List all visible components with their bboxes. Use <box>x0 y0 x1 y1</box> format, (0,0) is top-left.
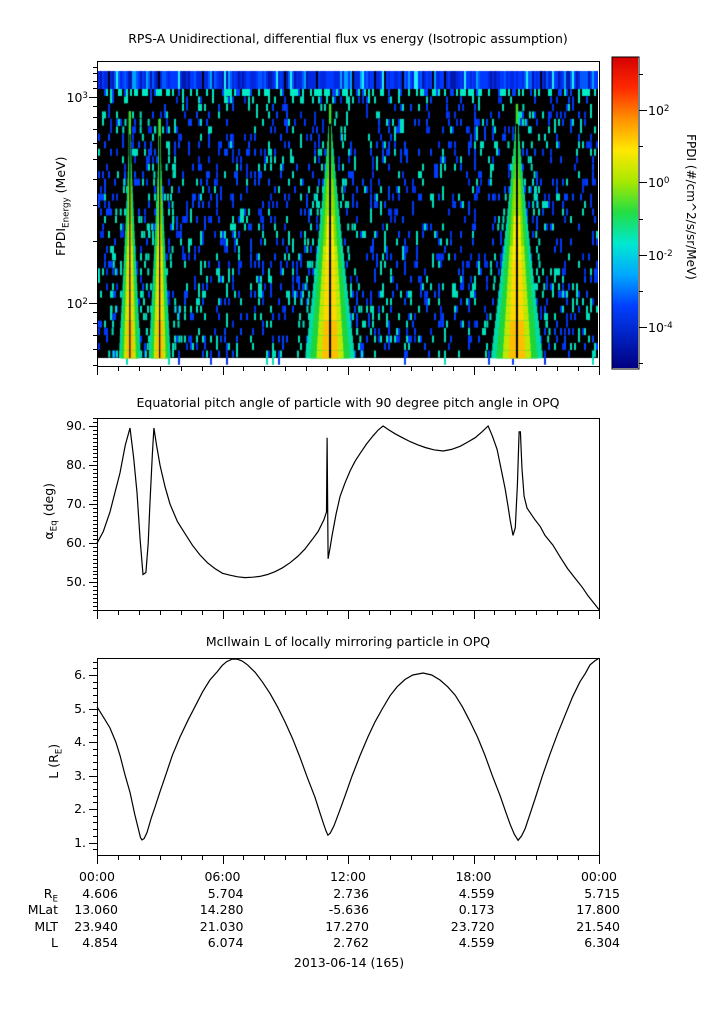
y-tick-label: 60. <box>66 535 86 551</box>
energy-tick-label: 102 <box>66 295 88 311</box>
ephemeris-value: 4.559 <box>458 886 495 901</box>
spectrogram-heatmap <box>98 62 598 365</box>
x-tick-label: 06:00 <box>204 869 241 884</box>
ephemeris-value: 21.030 <box>199 919 244 934</box>
panel-frame <box>97 418 600 611</box>
panel-frame <box>97 658 600 856</box>
ephemeris-value: 17.800 <box>576 902 620 917</box>
colorbar-tick-label: 10-4 <box>648 320 673 336</box>
y-tick-label: 50. <box>66 574 86 590</box>
ephemeris-row-label: RE <box>43 886 58 905</box>
ephemeris-value: 4.559 <box>458 935 495 950</box>
x-tick-label: 00:00 <box>78 869 116 884</box>
colorbar-tick-label: 10-2 <box>648 247 673 263</box>
energy-tick-label: 103 <box>66 89 88 105</box>
colorbar-gradient <box>612 57 638 368</box>
y-tick-label: 80. <box>66 457 86 473</box>
data-curve <box>96 657 600 842</box>
ephemeris-value: 23.940 <box>74 919 118 934</box>
ephemeris-value: -5.636 <box>328 902 369 917</box>
ephemeris-row-label: L <box>51 935 58 950</box>
data-curve <box>96 424 600 610</box>
y-tick-label: 1. <box>74 834 86 850</box>
ephemeris-value: 17.270 <box>325 919 369 934</box>
ephemeris-value: 13.060 <box>74 902 118 917</box>
ephemeris-value: 2.762 <box>333 935 369 950</box>
ephemeris-value: 14.280 <box>199 902 244 917</box>
y-tick-label: 4. <box>74 734 86 750</box>
colorbar-tick-label: 100 <box>648 175 670 191</box>
ephemeris-value: 2.736 <box>333 886 369 901</box>
ephemeris-value: 23.720 <box>450 919 495 934</box>
y-tick-label: 90. <box>66 418 86 433</box>
ephemeris-value: 4.854 <box>82 935 118 950</box>
spectrogram-ylabel: FPDIEnergy (MeV) <box>52 156 72 256</box>
ephemeris-value: 0.173 <box>458 902 495 917</box>
panel-frame <box>611 56 640 370</box>
ephemeris-value: 6.074 <box>207 935 244 950</box>
spectrogram-title: RPS-A Unidirectional, differential flux … <box>128 31 568 46</box>
ephemeris-value: 4.606 <box>82 886 118 901</box>
y-tick-label: 70. <box>66 496 86 512</box>
colorbar-tick-label: 102 <box>648 102 670 118</box>
y-tick-label: 2. <box>74 801 86 817</box>
mcilwain-l-title: McIlwain L of locally mirroring particle… <box>205 634 491 649</box>
x-tick-label: 00:00 <box>580 869 618 884</box>
pitch-angle-title: Equatorial pitch angle of particle with … <box>136 395 560 410</box>
ephemeris-row-label: MLT <box>34 919 58 934</box>
ephemeris-value: 5.704 <box>207 886 244 901</box>
ephemeris-value: 5.715 <box>584 886 620 901</box>
date-label: 2013-06-14 (165) <box>293 955 405 970</box>
x-tick-label: 12:00 <box>329 869 367 884</box>
ephemeris-value: 21.540 <box>576 919 620 934</box>
ephemeris-value: 6.304 <box>584 935 620 950</box>
x-tick-label: 18:00 <box>455 869 492 884</box>
y-tick-label: 5. <box>74 700 86 716</box>
ephemeris-row-label: MLat <box>27 902 58 917</box>
y-tick-label: 3. <box>74 767 86 783</box>
panel-frame <box>97 61 600 367</box>
colorbar-label: FPDI (#/cm^2/s/sr/MeV) <box>684 134 698 280</box>
y-tick-label: 6. <box>74 666 86 682</box>
